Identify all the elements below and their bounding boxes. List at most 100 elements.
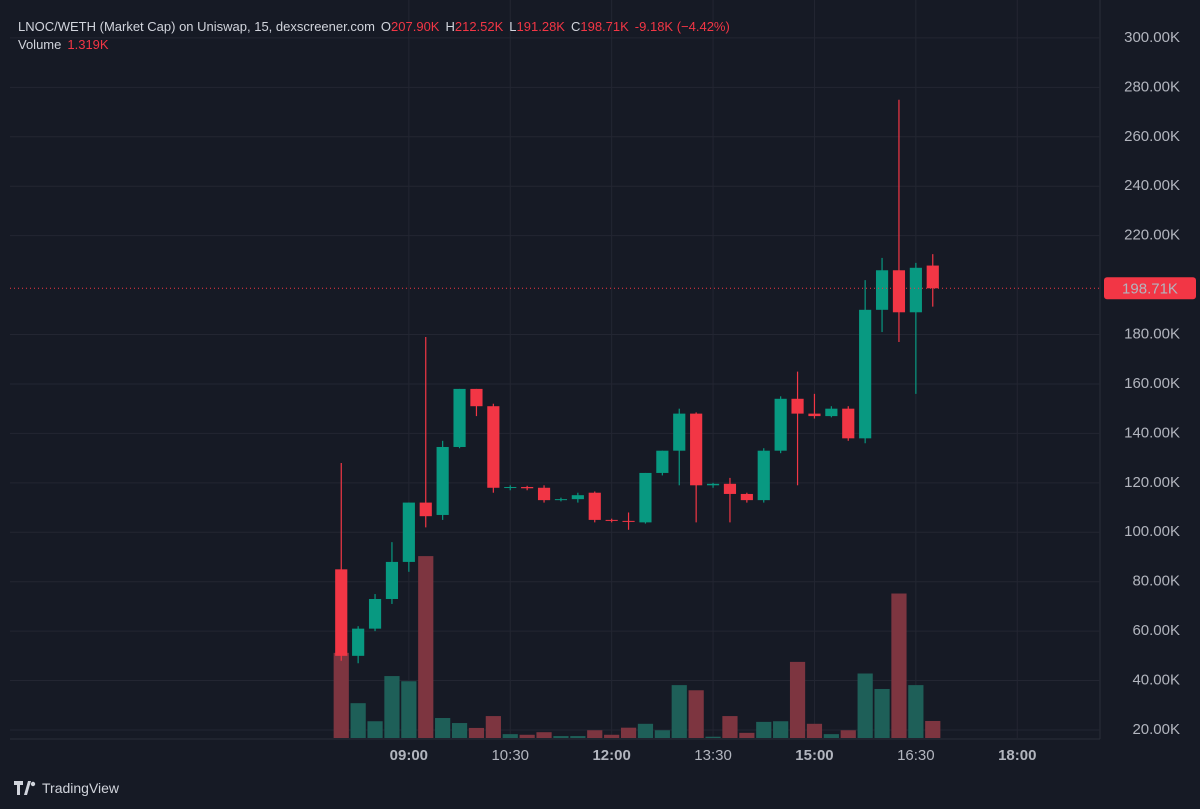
candle-body — [656, 450, 669, 473]
y-tick-label: 260.00K — [1124, 128, 1180, 145]
x-tick-label: 09:00 — [390, 747, 428, 764]
volume-bar — [401, 681, 417, 738]
volume-bar — [654, 730, 670, 738]
brand-logo — [14, 781, 36, 795]
candle-body — [774, 398, 787, 451]
ohlc-value: 198.71K — [580, 19, 629, 34]
volume-bar — [705, 736, 721, 738]
candle-body — [521, 487, 534, 489]
candle-body — [352, 628, 365, 656]
volume-bar — [773, 721, 789, 738]
candle-body — [436, 446, 449, 515]
volume-bar — [519, 734, 535, 738]
ohlc-letter: H — [445, 19, 455, 34]
volume-bar — [451, 723, 468, 738]
volume-bar — [367, 721, 383, 738]
candle-body — [673, 413, 686, 451]
legend: LNOC/WETH (Market Cap) on Uniswap, 15, d… — [18, 18, 730, 54]
brand-name: TradingView — [42, 780, 120, 796]
candle-body — [605, 519, 618, 521]
candle-body — [639, 472, 652, 523]
volume-bar — [384, 676, 400, 738]
candle-body — [588, 492, 601, 520]
candle-body — [859, 309, 872, 439]
candle-body — [842, 408, 855, 439]
price-tag — [1104, 277, 1196, 300]
volume-bar — [756, 721, 772, 738]
volume-bar — [806, 723, 823, 738]
volume-bar — [671, 685, 687, 738]
volume-bar — [485, 716, 501, 738]
x-tick-label: 15:00 — [795, 747, 833, 764]
volume-name: Volume — [18, 37, 62, 52]
symbol-title: LNOC/WETH (Market Cap) on Uniswap, 15, d… — [18, 19, 375, 34]
volume-bar — [587, 730, 603, 738]
x-tick-label: 18:00 — [998, 747, 1036, 764]
candle-body — [892, 270, 906, 313]
candle-body — [808, 413, 821, 417]
legend-row: LNOC/WETH (Market Cap) on Uniswap, 15, d… — [18, 18, 730, 36]
candle-body — [757, 450, 770, 501]
y-tick-label: 60.00K — [1132, 622, 1180, 639]
volume-bar — [874, 688, 890, 738]
brand[interactable]: TradingView — [14, 780, 119, 796]
candle-body — [537, 487, 551, 501]
y-tick-label: 40.00K — [1132, 672, 1180, 689]
volume-bar — [739, 732, 755, 738]
volume-bar — [891, 593, 907, 738]
volume-bar — [840, 730, 856, 738]
y-tick-label: 140.00K — [1124, 424, 1180, 441]
y-tick-label: 160.00K — [1124, 375, 1180, 392]
price-tag-label: 198.71K — [1122, 280, 1178, 297]
y-tick-label: 240.00K — [1124, 177, 1180, 194]
candle-body — [402, 502, 415, 562]
y-tick-label: 100.00K — [1124, 523, 1180, 540]
candle-body — [368, 598, 382, 629]
volume-bar — [789, 661, 806, 738]
volume-bar — [350, 703, 366, 738]
candle-body — [571, 495, 584, 500]
candle-body — [385, 561, 399, 599]
candle-body — [909, 267, 922, 313]
candle-body — [487, 406, 500, 488]
volume-bar — [925, 720, 941, 738]
ohlc-value: 191.28K — [516, 19, 565, 34]
ohlc-value: 207.90K — [391, 19, 440, 34]
y-tick-label: 220.00K — [1124, 227, 1180, 244]
volume-bar — [536, 732, 552, 738]
candle-body — [740, 493, 753, 501]
volume-bar — [637, 723, 654, 738]
x-tick-label: 13:30 — [694, 747, 732, 764]
x-tick-label: 12:00 — [592, 747, 630, 764]
change: -9.18K (−4.42%) — [634, 19, 730, 34]
candle-body — [875, 270, 889, 310]
x-tick-label: 16:30 — [897, 747, 935, 764]
volume-bar — [468, 727, 485, 738]
x-tick-label: 10:30 — [491, 747, 529, 764]
volume-bar — [604, 734, 620, 738]
volume-bar — [553, 736, 569, 738]
candle-body — [926, 265, 939, 289]
y-tick-label: 280.00K — [1124, 78, 1180, 95]
candle-body — [825, 408, 838, 417]
y-tick-label: 80.00K — [1132, 573, 1180, 590]
volume-last: 1.319K — [67, 37, 109, 52]
y-tick-label: 20.00K — [1132, 721, 1180, 738]
volume-bar — [435, 718, 451, 738]
candle-body — [690, 413, 703, 486]
candle-body — [791, 398, 804, 414]
y-tick-label: 180.00K — [1124, 325, 1180, 342]
ohlc-letter: L — [509, 19, 517, 34]
volume-bar — [570, 736, 586, 738]
y-tick-label: 120.00K — [1124, 474, 1180, 491]
candle-body — [554, 499, 568, 501]
ohlc-letter: O — [380, 19, 392, 34]
volume-bar — [857, 673, 873, 738]
volume-bar — [333, 652, 349, 738]
candle-body — [419, 502, 432, 517]
candle-body — [335, 569, 348, 656]
volume-bar — [418, 556, 434, 738]
volume-bar — [908, 685, 924, 738]
